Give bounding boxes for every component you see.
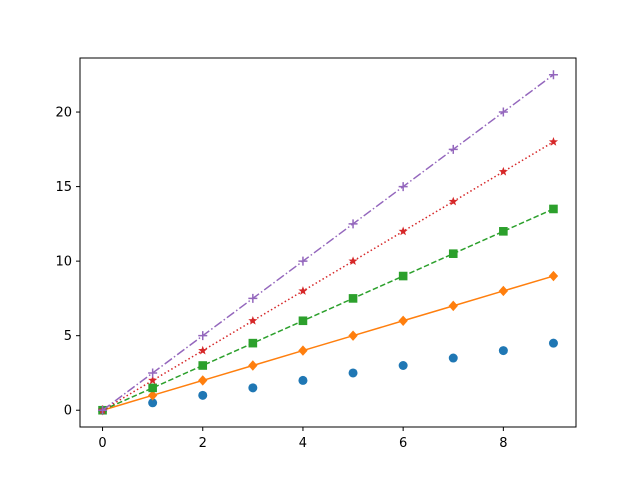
series-2-point [498,285,509,297]
x-tick-label: 6 [399,436,407,451]
series-2-point [448,300,458,312]
y-tick-label: 5 [64,329,72,344]
series-5-point [98,405,108,415]
series-5-point [148,368,158,378]
plot-frame [79,57,577,428]
series-1-point [148,398,158,408]
ticks-layer: 0 2 4 6 8 0 5 10 15 20 [55,106,507,451]
series-1-point [248,383,258,393]
series-1-point [398,361,408,370]
series-5-line [102,74,554,411]
series-4-point [148,375,158,385]
series-1-point [298,375,308,385]
series-5-point [548,70,558,80]
y-tick-label: 10 [55,255,72,270]
series-4-point [398,226,408,236]
series-4-point [548,137,559,146]
series-2-point [248,360,258,371]
series-1-point [548,338,558,348]
series-1 [98,338,558,415]
series-3-point [198,361,208,370]
series-4-point [248,315,258,325]
series-3-point [398,271,408,281]
series-1-point [448,353,458,363]
axes-layer [79,57,577,428]
series-4-point [298,286,308,295]
series-3 [98,204,558,415]
series-2 [97,270,559,416]
y-tick-label: 20 [55,106,72,121]
x-tick-label: 0 [98,436,106,451]
x-tick-label: 2 [199,436,207,451]
series-5-point [198,331,208,341]
series-2-point [398,315,408,326]
series-5-point [448,144,458,154]
x-tick-label: 4 [299,436,307,451]
y-tick-label: 0 [64,404,72,419]
series-1-point [348,368,358,378]
series-2-point [348,330,358,341]
series-2-point [147,390,158,401]
series-3-point [298,316,308,326]
series-3-point [248,338,258,348]
series-5-point [298,256,308,266]
series-4-line [102,141,554,411]
series-4-point [498,166,508,176]
series-2-point [298,345,308,356]
series-3-point [348,294,358,303]
x-tick-label: 8 [499,436,507,451]
series-5-point [248,293,258,303]
series-layer [97,70,559,416]
series-2-point [548,270,559,282]
series-1-point [498,346,508,356]
series-5-point [348,219,358,229]
series-3-point [499,227,508,236]
series-3-point [448,249,458,258]
series-2-line [102,275,554,411]
series-4-point [198,345,208,355]
series-1-point [198,390,208,400]
series-2-point [198,375,208,386]
series-4-point [448,196,458,206]
series-3-line [102,208,554,411]
series-3-point [148,383,157,393]
series-4-point [348,256,358,266]
series-5-point [498,107,508,117]
series-4 [97,137,559,415]
y-tick-label: 15 [55,180,72,195]
series-5-point [398,182,408,192]
series-3-point [549,204,558,214]
series-5 [98,70,558,415]
